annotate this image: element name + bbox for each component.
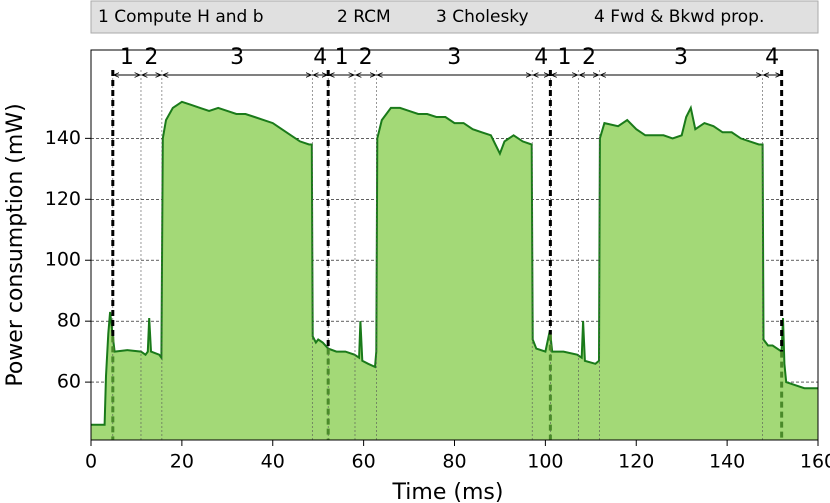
- plot-frame: [90, 49, 819, 441]
- x-tick-label: 80: [442, 451, 466, 473]
- x-tick-label: 20: [170, 451, 194, 473]
- y-tick-label: 120: [45, 188, 81, 210]
- y-axis-label: Power consumption (mW): [3, 103, 28, 386]
- phase-label: 1: [120, 45, 134, 70]
- x-tick-label: 40: [261, 451, 285, 473]
- y-tick-label: 100: [45, 249, 81, 271]
- phase-label: 4: [534, 45, 548, 70]
- x-tick-label: 140: [709, 451, 745, 473]
- x-axis-label: Time (ms): [392, 480, 504, 503]
- phase-label: 4: [313, 45, 327, 70]
- phase-label: 3: [447, 45, 461, 70]
- x-tick-label: 160: [800, 451, 830, 473]
- legend-box: [90, 0, 819, 34]
- power-line: [91, 100, 818, 426]
- phase-label: 3: [230, 45, 244, 70]
- area-fill: [91, 101, 818, 441]
- x-tick-label: 0: [85, 451, 97, 473]
- phase-label: 1: [335, 45, 349, 70]
- x-tick-label: 100: [527, 451, 563, 473]
- x-tick-label: 120: [618, 451, 654, 473]
- legend-item: 3 Cholesky: [436, 7, 529, 27]
- phase-label: 2: [582, 45, 596, 70]
- y-tick-label: 140: [45, 127, 81, 149]
- x-tick-label: 60: [352, 451, 376, 473]
- phase-label: 2: [144, 45, 158, 70]
- legend-item: 2 RCM: [337, 7, 391, 27]
- phase-label: 2: [359, 45, 373, 70]
- legend-item: 4 Fwd & Bkwd prop.: [594, 7, 764, 27]
- y-tick-label: 80: [57, 310, 81, 332]
- phase-label: 3: [674, 45, 688, 70]
- legend-item: 1 Compute H and b: [98, 7, 264, 27]
- phase-label: 1: [557, 45, 571, 70]
- phase-label: 4: [765, 45, 779, 70]
- y-tick-label: 60: [57, 371, 81, 393]
